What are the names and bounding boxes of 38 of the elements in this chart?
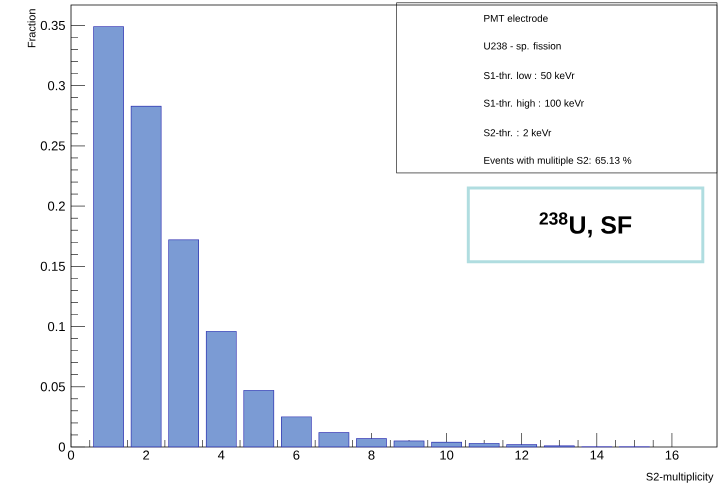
annotation: PMT electrode (484, 14, 548, 22)
bar (93, 26, 124, 448)
bar (168, 240, 200, 448)
x-tick-label: 8 (368, 450, 375, 460)
x-tick-label: 16 (666, 450, 679, 460)
bar (206, 331, 237, 448)
bar (356, 438, 387, 448)
y-tick-label: 0.05 (40, 382, 65, 392)
y-tick-label: 0.1 (48, 322, 65, 332)
x-tick-label: 4 (218, 450, 224, 460)
bar (318, 432, 350, 448)
annotation: Events with mulitiple S2: 65.13 % (484, 156, 632, 166)
y-tick-label: 0.35 (40, 20, 65, 30)
x-tick-label: 0 (68, 450, 74, 460)
y-tick-label: 0.3 (48, 81, 65, 90)
bar (431, 442, 462, 448)
annotation: S1-thr. high : 100 keVr (484, 99, 584, 109)
y-axis-title: Fraction (27, 9, 36, 48)
annotation: S2-thr. : 2 keVr (484, 128, 552, 136)
y-tick-label: 0.15 (40, 262, 65, 271)
annotation: S1-thr. low : 50 keVr (484, 72, 574, 80)
x-tick-label: 6 (293, 450, 300, 460)
y-tick-label: 0.25 (40, 141, 65, 150)
y-tick-label: 0.2 (48, 202, 65, 211)
x-axis-title: S2-multiplicity (646, 472, 714, 483)
x-tick-label: 12 (515, 450, 528, 460)
annotation: U238 - sp. fission (484, 42, 561, 52)
bar (281, 416, 312, 448)
x-tick-label: 2 (143, 450, 150, 460)
bar (506, 444, 538, 448)
x-tick-label: 14 (590, 450, 604, 460)
annotation: $^{238}$U, SF (540, 212, 632, 238)
x-tick-label: 10 (440, 450, 454, 460)
bar (394, 440, 424, 448)
bar (468, 443, 500, 448)
bar (130, 106, 162, 448)
y-tick-label: 0 (58, 442, 65, 452)
bar (243, 390, 274, 448)
